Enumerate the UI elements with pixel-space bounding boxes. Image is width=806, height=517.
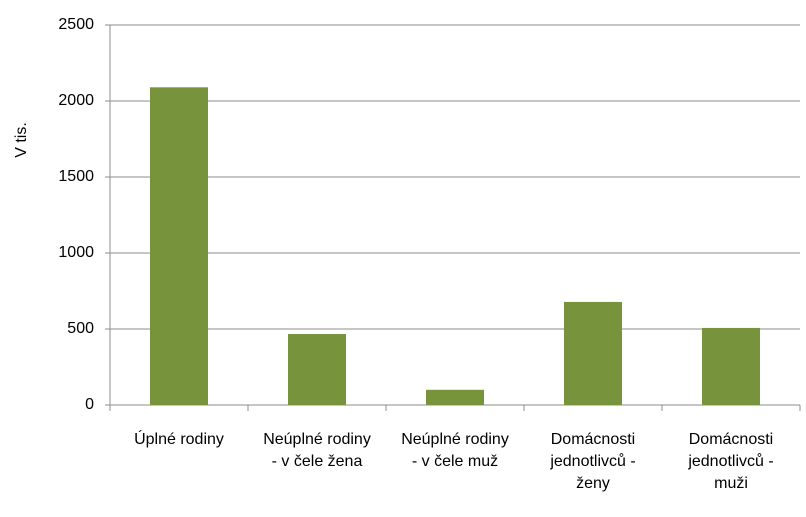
y-tick-label: 500 — [67, 320, 94, 337]
x-tick-label: muži — [714, 475, 748, 492]
bar — [426, 389, 484, 405]
y-axis-label: V tis. — [13, 122, 30, 158]
bar — [564, 301, 622, 405]
bar — [150, 87, 208, 405]
x-tick-label: - v čele muž — [412, 453, 498, 470]
y-tick-label: 2000 — [58, 92, 94, 109]
x-tick-label: Úplné rodiny — [134, 429, 224, 448]
x-tick-label: Domácnosti — [551, 431, 635, 448]
bar — [288, 334, 346, 405]
bar — [702, 327, 760, 405]
x-tick-label: jednotlivců - — [549, 452, 635, 470]
y-tick-label: 0 — [85, 396, 94, 413]
x-tick-label: Neúplné rodiny — [401, 431, 509, 448]
x-tick-label: ženy — [576, 475, 610, 492]
x-tick-label: jednotlivců - — [687, 452, 773, 470]
y-tick-label: 1000 — [58, 244, 94, 261]
y-tick-label: 2500 — [58, 16, 94, 33]
x-tick-label: Neúplné rodiny — [263, 431, 371, 448]
y-tick-label: 1500 — [58, 168, 94, 185]
x-tick-label: - v čele žena — [272, 453, 363, 470]
x-tick-label: Domácnosti — [689, 431, 773, 448]
